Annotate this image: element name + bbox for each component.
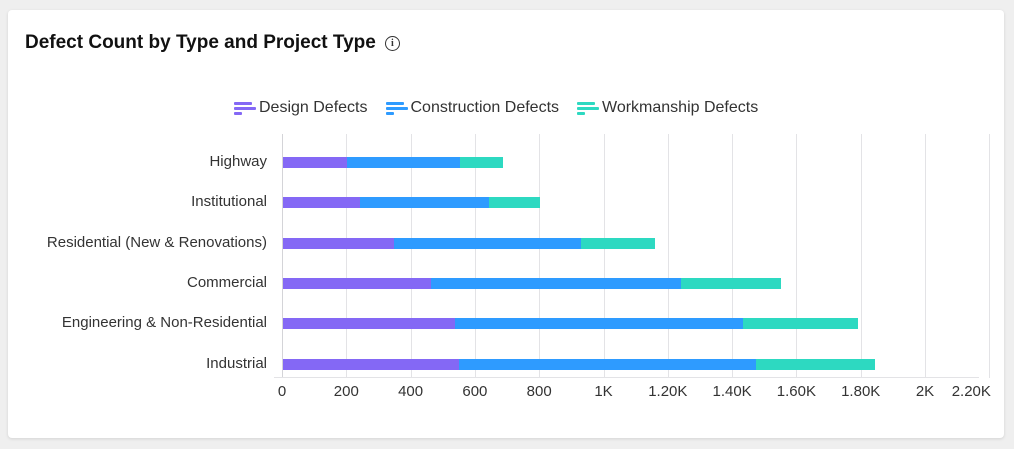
gridline xyxy=(474,134,476,378)
stacked-bar[interactable] xyxy=(283,318,859,330)
stacked-bar[interactable] xyxy=(283,237,655,249)
gridline xyxy=(732,134,734,378)
x-tick-label: 200 xyxy=(333,383,359,400)
bar-segment[interactable] xyxy=(458,358,756,370)
bar-segment[interactable] xyxy=(393,237,582,249)
x-tick-label: 800 xyxy=(526,383,552,400)
bar-segment[interactable] xyxy=(581,237,655,249)
gridline xyxy=(539,134,541,378)
x-tick-label: 1.20K xyxy=(648,383,688,400)
legend-label: Design Defects xyxy=(259,99,368,116)
bar-segment[interactable] xyxy=(430,277,681,289)
bar-legend-icon xyxy=(234,100,256,116)
bar-segment[interactable] xyxy=(459,157,504,168)
legend-item[interactable]: Workmanship Defects xyxy=(577,99,758,117)
gridline xyxy=(603,134,605,378)
x-tick-label: 400 xyxy=(398,383,424,400)
gridline xyxy=(989,134,991,378)
gridline xyxy=(346,134,348,378)
x-tick-label: 600 xyxy=(462,383,488,400)
y-category-label: Residential (New & Renovations) xyxy=(46,233,267,251)
bar-segment[interactable] xyxy=(283,358,459,370)
y-category-label: Highway xyxy=(209,153,267,170)
bar-segment[interactable] xyxy=(283,197,361,209)
legend-item[interactable]: Construction Defects xyxy=(385,99,560,117)
stacked-bar[interactable] xyxy=(283,358,875,370)
bar-segment[interactable] xyxy=(488,197,541,209)
legend-item[interactable]: Design Defects xyxy=(234,99,368,117)
bar-segment[interactable] xyxy=(283,237,394,249)
legend-label: Workmanship Defects xyxy=(602,99,759,116)
x-tick-label: 1K xyxy=(594,383,613,400)
x-tick-label: 1.80K xyxy=(841,383,881,400)
gridline xyxy=(796,134,798,378)
y-axis-line xyxy=(282,134,283,378)
x-axis-line xyxy=(274,377,979,378)
x-tick-label: 2K xyxy=(915,383,935,400)
legend-label: Construction Defects xyxy=(410,99,560,116)
y-category-label: Industrial xyxy=(206,354,267,372)
y-category-label: Institutional xyxy=(191,193,267,211)
y-category-label: Engineering & Non-Residential xyxy=(61,314,267,332)
bar-segment[interactable] xyxy=(283,318,455,330)
stacked-bar[interactable] xyxy=(283,197,541,209)
bar-segment[interactable] xyxy=(755,358,875,370)
x-tick-label: 2.20K xyxy=(951,383,991,400)
bar-segment[interactable] xyxy=(742,318,859,330)
bar-segment[interactable] xyxy=(681,277,781,289)
bar-legend-icon xyxy=(385,100,408,116)
gridline xyxy=(667,134,669,378)
x-tick-label: 0 xyxy=(277,383,287,400)
bar-segment[interactable] xyxy=(283,157,348,168)
x-tick-label: 1.60K xyxy=(776,383,816,400)
stacked-bar[interactable] xyxy=(283,157,504,168)
bar-segment[interactable] xyxy=(347,157,460,168)
x-tick-label: 1.40K xyxy=(712,383,752,400)
gridline xyxy=(925,134,926,378)
bar-segment[interactable] xyxy=(360,197,489,209)
chart-title-row: Defect Count by Type and Project Type i xyxy=(25,32,400,54)
y-category-label: Commercial xyxy=(186,273,267,291)
gridline xyxy=(410,134,412,378)
bar-segment[interactable] xyxy=(455,318,743,330)
chart-title: Defect Count by Type and Project Type xyxy=(25,32,376,53)
bar-legend-icon xyxy=(577,100,600,116)
plot-area xyxy=(274,134,991,378)
stacked-bar[interactable] xyxy=(283,277,781,289)
gridline xyxy=(860,134,862,378)
chart-legend: Design Defects Construction Defects Workma… xyxy=(234,99,758,117)
info-circle-icon[interactable]: i xyxy=(384,35,400,51)
bar-segment[interactable] xyxy=(283,277,431,289)
